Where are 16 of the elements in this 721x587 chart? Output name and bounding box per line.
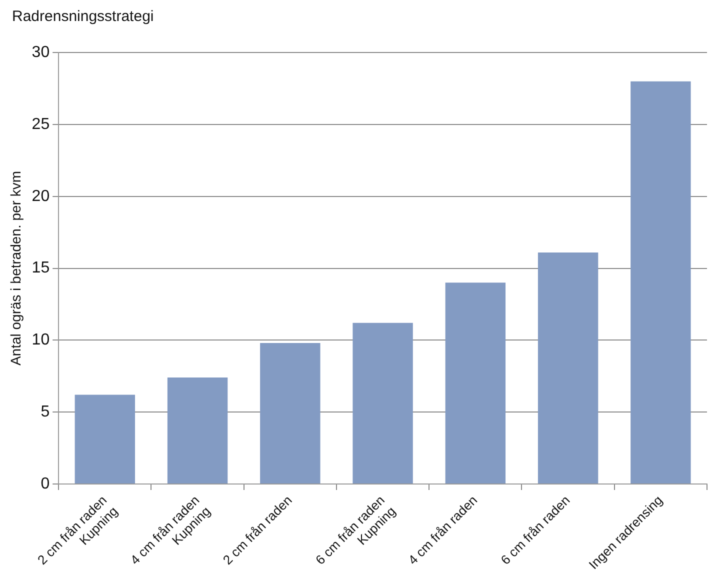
bar [538, 252, 598, 484]
y-tick-label: 25 [32, 116, 50, 133]
y-tick-label: 0 [40, 475, 50, 492]
y-tick-label: 15 [32, 260, 50, 277]
y-tick-label: 30 [32, 44, 50, 62]
bar [167, 378, 228, 484]
y-axis-title: Antal ogräs i betraden. per kvm [7, 171, 24, 366]
bar [445, 282, 506, 484]
bar [260, 343, 320, 484]
bar [352, 322, 413, 484]
y-tick-label: 20 [32, 188, 50, 205]
y-tick-label: 10 [32, 332, 50, 349]
y-tick-label: 5 [40, 403, 50, 420]
bar [630, 81, 691, 484]
bar [74, 394, 136, 484]
chart-title: Radrensningsstrategi [12, 8, 154, 25]
